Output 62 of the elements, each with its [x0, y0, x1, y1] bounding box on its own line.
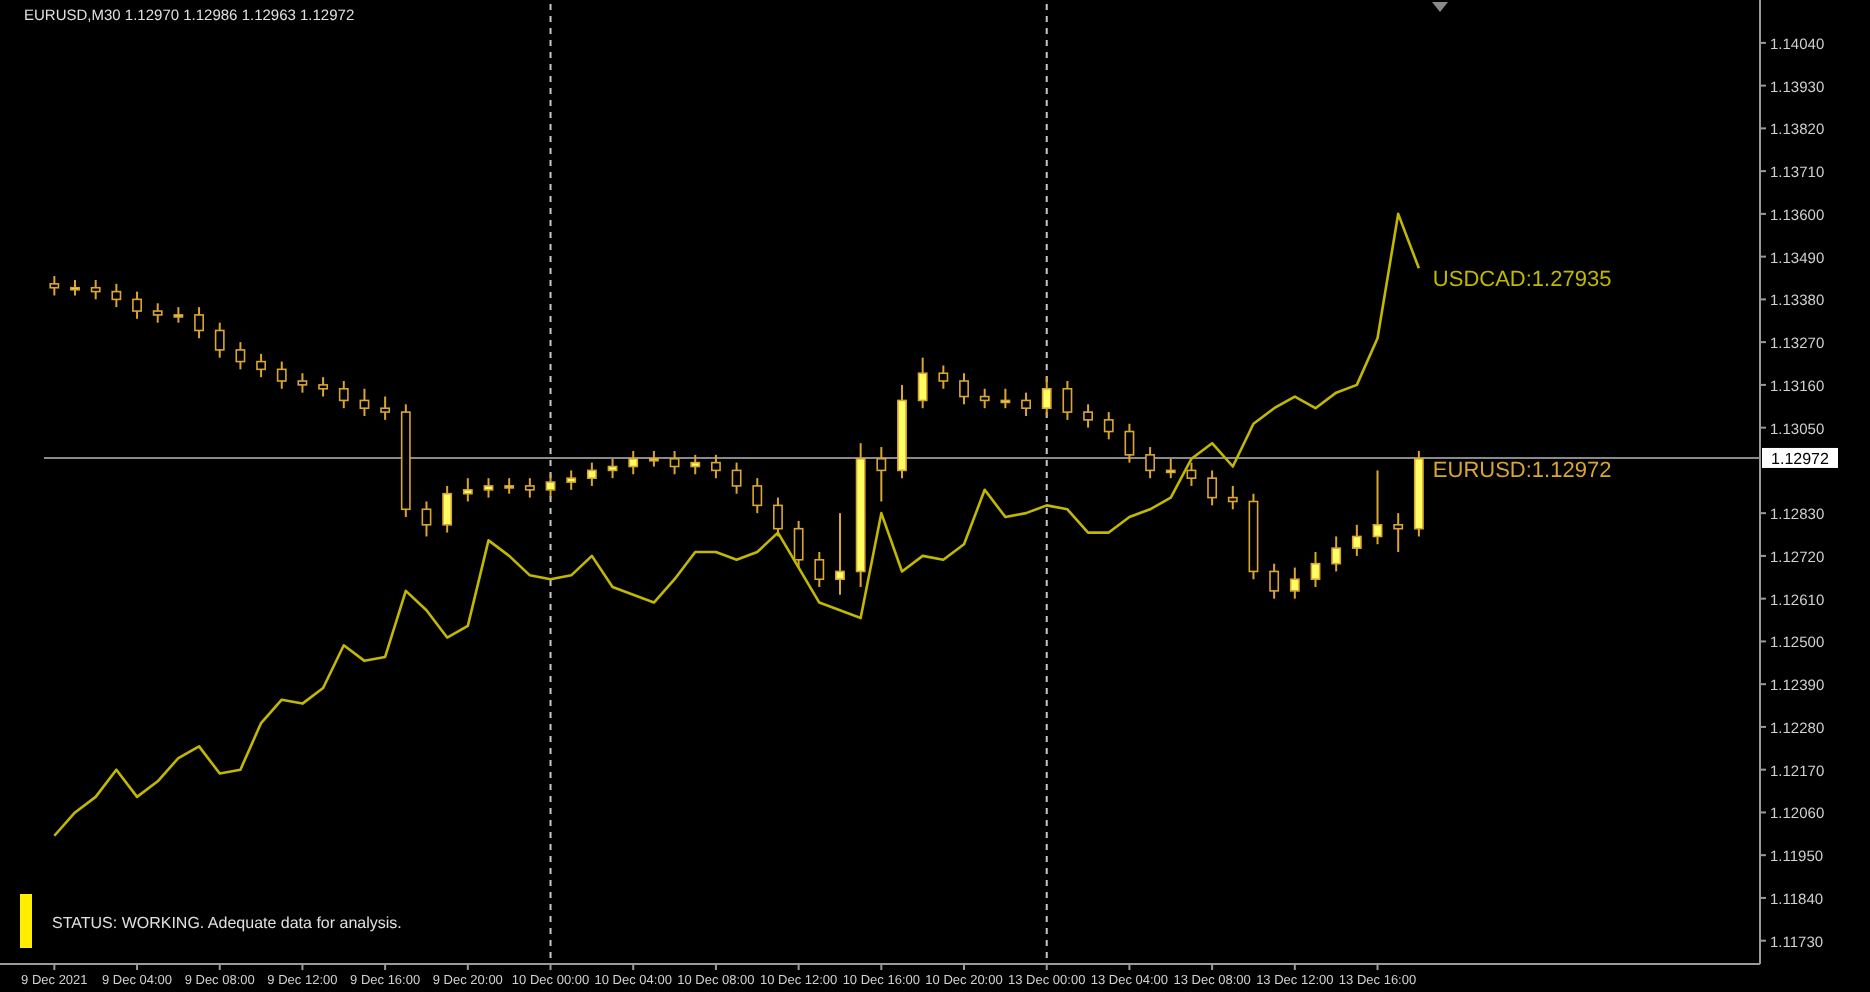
candlestick: [690, 453, 701, 476]
candlestick: [214, 321, 225, 359]
candlestick: [524, 477, 535, 499]
candlestick: [132, 290, 142, 320]
candlestick: [959, 372, 969, 406]
candlestick: [710, 453, 721, 480]
candlestick: [814, 551, 825, 588]
candlestick: [1083, 403, 1094, 429]
candlestick: [111, 282, 122, 309]
annotation: STATUS: WORKING. Adequate data for analysis.: [52, 914, 402, 932]
candlestick: [1207, 469, 1218, 507]
candlestick: [938, 364, 949, 390]
candlestick: [1062, 380, 1073, 421]
candlestick: [586, 461, 597, 487]
candlestick: [1351, 523, 1362, 557]
candlestick: [773, 496, 783, 538]
candlestick: [235, 341, 246, 371]
candlestick: [1165, 457, 1176, 480]
candlestick: [917, 356, 928, 410]
candlestick: [1103, 411, 1114, 441]
candlestick: [318, 376, 329, 398]
candlestick: [835, 512, 845, 596]
candlestick: [49, 275, 60, 297]
candlestick: [1041, 376, 1052, 417]
candlestick: [421, 500, 432, 538]
candlestick: [1331, 535, 1342, 573]
candlestick: [1310, 551, 1321, 588]
candlestick: [1124, 422, 1135, 464]
candlestick: [297, 372, 308, 394]
candlestick: [483, 477, 494, 499]
candlestick: [1021, 391, 1031, 417]
candlestick: [1269, 562, 1280, 600]
line-series: [53, 212, 1421, 838]
candlestick: [462, 477, 473, 503]
candlestick: [979, 387, 990, 410]
candlestick: [338, 380, 349, 410]
candlestick: [1372, 469, 1383, 546]
series-label: EURUSD:1.12972: [1432, 458, 1612, 483]
series-label: USDCAD:1.27935: [1432, 268, 1612, 293]
candlestick: [359, 387, 370, 417]
candlestick: [256, 352, 267, 379]
candlestick: [1186, 461, 1197, 487]
candlestick: [442, 484, 453, 534]
candlestick: [566, 469, 577, 491]
candlestick: [380, 395, 391, 421]
candlestick: [669, 449, 680, 476]
candlestick: [628, 449, 639, 476]
candlestick: [876, 446, 887, 503]
candlestick: [1000, 387, 1011, 410]
candlestick: [731, 461, 742, 495]
candlestick: [752, 477, 763, 515]
candlestick: [152, 302, 163, 324]
candlestick: [545, 473, 556, 499]
candlestick: [194, 306, 204, 340]
ref-line-label: 1.12972: [1771, 449, 1831, 468]
candlestick: [276, 360, 287, 390]
candlestick: [793, 519, 804, 569]
candlestick: [90, 278, 101, 301]
candlestick: [1145, 446, 1156, 480]
candlestick: [1289, 566, 1300, 600]
candlestick: [1227, 484, 1238, 511]
candlestick: [1393, 512, 1404, 554]
